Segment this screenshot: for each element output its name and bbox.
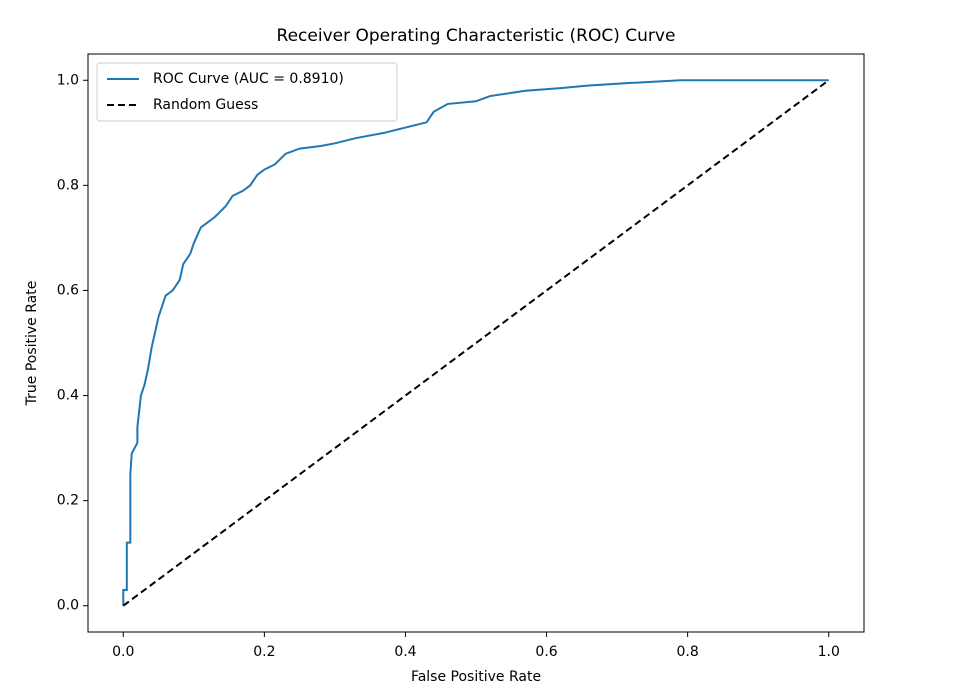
x-tick-label: 1.0 <box>818 644 840 660</box>
y-tick-label: 0.8 <box>57 177 79 193</box>
x-tick-label: 0.0 <box>112 644 134 660</box>
y-axis-label: True Positive Rate <box>24 281 40 407</box>
legend-box <box>96 62 398 122</box>
plot-frame <box>87 53 865 633</box>
x-tick-label: 0.2 <box>253 644 275 660</box>
x-tick-label: 0.6 <box>535 644 557 660</box>
legend-label: ROC Curve (AUC = 0.8910) <box>153 71 344 87</box>
y-tick-label: 1.0 <box>57 72 79 88</box>
y-tick-label: 0.4 <box>57 388 79 404</box>
y-tick-label: 0.2 <box>57 493 79 509</box>
y-tick-label: 0.0 <box>57 598 79 614</box>
roc-line <box>122 79 830 607</box>
x-axis-label: False Positive Rate <box>411 669 541 685</box>
x-tick-label: 0.4 <box>394 644 416 660</box>
y-tick-label: 0.6 <box>57 282 79 298</box>
legend-label: Random Guess <box>153 97 258 113</box>
x-tick-label: 0.8 <box>677 644 699 660</box>
chart-title: Receiver Operating Characteristic (ROC) … <box>277 26 676 46</box>
roc-line <box>122 79 829 606</box>
legend: ROC Curve (AUC = 0.8910) Random Guess <box>96 62 398 122</box>
